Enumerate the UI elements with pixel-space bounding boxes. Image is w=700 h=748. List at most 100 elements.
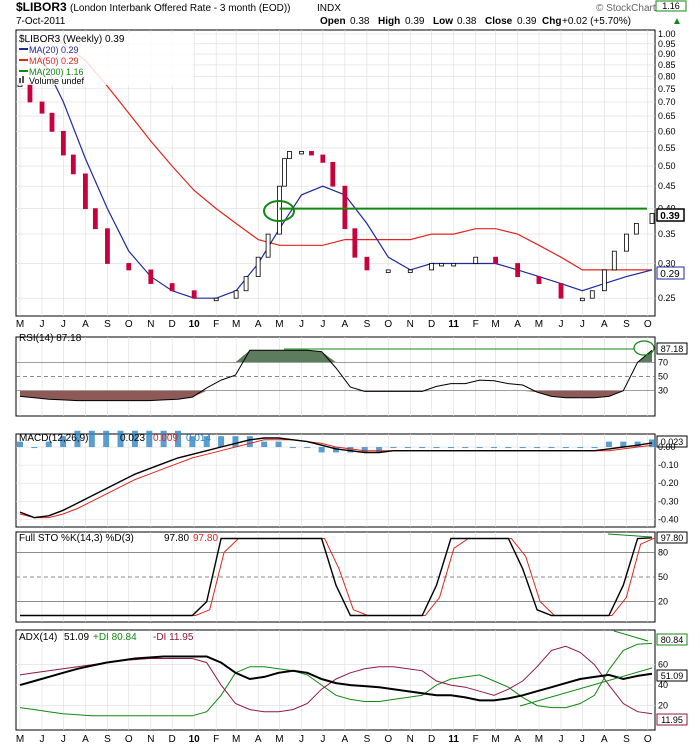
high-label: High — [378, 16, 400, 27]
high-value: 0.39 — [405, 16, 425, 27]
open-value: 0.38 — [350, 16, 370, 27]
price-candle — [493, 256, 498, 264]
x-tick-label-top: S — [104, 319, 111, 330]
macd-tick-label: -0.30 — [658, 496, 679, 506]
sto-panel-frame — [15, 531, 656, 623]
x-tick-label-top: A — [342, 319, 349, 330]
price-candle — [352, 228, 358, 258]
x-tick-label-bottom: M — [491, 734, 499, 745]
price-tick-label: 0.55 — [658, 143, 676, 153]
x-tick-label-top: M — [491, 319, 499, 330]
adx-label-adx: 51.09 — [64, 632, 89, 643]
macd-value-tag-text: 0.023 — [661, 437, 684, 447]
rsi-fill — [20, 350, 652, 401]
rsi-tick-label: 30 — [658, 386, 668, 396]
macd-hist-bar — [289, 447, 296, 449]
adx-panel-frame — [15, 629, 656, 731]
di-minus-path — [19, 645, 653, 715]
diplus-value-tag-text: 80.84 — [661, 635, 684, 645]
rsi-value-tag — [656, 342, 688, 355]
x-tick-label-top: J — [320, 319, 325, 330]
x-tick-label-bottom: N — [147, 734, 154, 745]
price-candle — [439, 263, 444, 267]
price-candle — [407, 269, 413, 273]
x-tick-label-top: A — [82, 319, 89, 330]
price-candle — [299, 151, 304, 155]
price-candle — [320, 154, 326, 163]
x-tick-label-bottom: M — [232, 734, 240, 745]
macd-hist-bar — [390, 447, 397, 449]
sto-label-k: 97.80 — [164, 533, 189, 544]
price-candle — [39, 101, 45, 114]
x-tick-label-top: M — [232, 319, 240, 330]
macd-hist-bar — [74, 430, 81, 448]
price-candle — [233, 290, 239, 299]
price-tick-label: 0.65 — [658, 111, 676, 121]
macd-panel-frame — [15, 433, 656, 528]
x-tick-label-bottom: A — [514, 734, 521, 745]
sto-trendline — [607, 533, 653, 538]
close-label: Close — [485, 16, 513, 27]
macd-hist-bar — [605, 441, 612, 448]
price-candle — [282, 158, 287, 187]
macd-hist-bar — [160, 430, 167, 448]
x-tick-label-bottom: A — [342, 734, 349, 745]
x-tick-label-bottom: S — [104, 734, 111, 745]
price-tick-label: 0.70 — [658, 97, 676, 107]
price-candle — [451, 263, 457, 267]
sto-label-prefix: Full STO %K(14,3) %D(3) — [19, 533, 134, 544]
x-tick-label-top: D — [428, 319, 435, 330]
price-candle — [126, 263, 132, 271]
x-tick-label-top: J — [580, 319, 585, 330]
diminus-value-tag-text: 11.95 — [661, 715, 683, 725]
x-tick-label-bottom: J — [40, 734, 45, 745]
x-tick-label-top: 11 — [448, 319, 459, 330]
macd-tick-label: -0.20 — [658, 478, 679, 488]
macd-hist-bar — [476, 447, 483, 449]
adx-label-diplus: +DI 80.84 — [93, 632, 137, 643]
price-candle — [243, 276, 249, 292]
macd-hist-bar — [218, 436, 225, 448]
price-candle — [70, 154, 76, 175]
macd-hist-bar — [103, 430, 110, 448]
ma20-path — [19, 33, 653, 299]
price-tick-label: 1.00 — [658, 29, 676, 39]
legend-volume: Volume undef — [29, 76, 85, 86]
price-tick-label: 0.95 — [658, 39, 676, 49]
x-tick-label-bottom: M — [535, 734, 543, 745]
chg-value: +0.02 (+5.70%) — [562, 16, 631, 27]
x-tick-label-top: O — [384, 319, 392, 330]
sto-lines — [20, 537, 656, 617]
macd-label-signal: 0.009 — [153, 433, 178, 444]
price-tick-label: 0.75 — [658, 84, 676, 94]
sto-axis: 80 50 20 — [658, 547, 668, 606]
macd-hist-bar — [60, 436, 67, 448]
x-tick-label-bottom: D — [428, 734, 435, 745]
x-tick-label-top: 10 — [189, 319, 201, 330]
ma-price-tag — [656, 266, 685, 280]
price-candle — [105, 228, 110, 264]
macd-axis: 0.00 -0.10 -0.20 -0.30 -0.40 — [658, 442, 679, 524]
price-candle — [364, 256, 370, 271]
sto-value-tag-text: 97.80 — [661, 533, 684, 543]
price-panel-frame — [15, 29, 656, 317]
x-tick-label-bottom: O — [125, 734, 133, 745]
adx-tick-label: 20 — [658, 701, 668, 711]
price-candle — [633, 223, 639, 235]
rsi-line — [19, 349, 653, 402]
macd-hist-bar — [620, 441, 627, 448]
macd-hist-bar — [519, 447, 526, 449]
last-price-tag — [656, 208, 685, 222]
price-candle — [287, 151, 292, 160]
price-candle — [83, 173, 88, 210]
price-candle — [60, 130, 66, 156]
x-tick-label-top: F — [213, 319, 219, 330]
macd-hist-bar — [232, 436, 239, 448]
macd-line-path — [19, 437, 653, 519]
x-tick-label-top: M — [16, 319, 24, 330]
x-tick-label-top: O — [644, 319, 652, 330]
x-tick-label-bottom: S — [623, 734, 630, 745]
price-candle — [92, 208, 98, 230]
x-tick-label-top: O — [125, 319, 133, 330]
price-candle — [342, 185, 348, 230]
